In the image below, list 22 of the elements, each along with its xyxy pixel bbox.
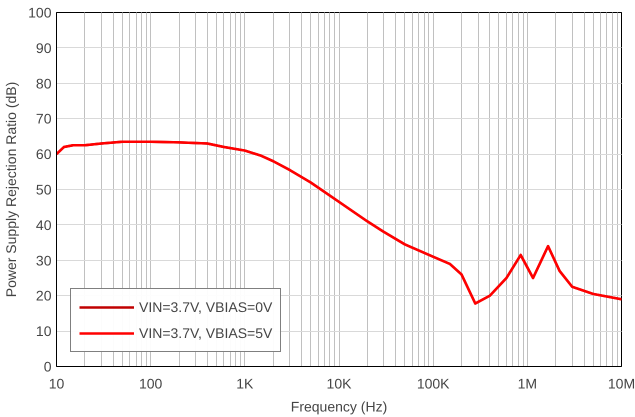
y-tick-label: 70 (36, 110, 52, 127)
y-tick-label: 30 (36, 252, 52, 268)
y-tick-label: 50 (36, 182, 52, 198)
y-tick-label: 20 (36, 288, 52, 304)
legend-label: VIN=3.7V, VBIAS=0V (139, 299, 272, 315)
y-tick-label: 80 (36, 75, 52, 92)
x-tick-label: 1M (518, 376, 538, 392)
x-tick-label: 10M (608, 376, 635, 392)
legend-label: VIN=3.7V, VBIAS=5V (139, 325, 272, 341)
y-tick-label: 90 (36, 40, 52, 56)
y-tick-label: 100 (28, 4, 52, 20)
x-axis-title: Frequency (Hz) (290, 398, 388, 414)
y-tick-label: 60 (36, 146, 52, 162)
x-tick-label: 10 (48, 376, 64, 392)
y-axis-title: Power Supply Rejection Ratio (dB) (3, 82, 20, 298)
y-tick-label: 0 (44, 358, 52, 374)
x-tick-label: 10K (326, 376, 352, 392)
x-tick-label: 100K (416, 376, 450, 392)
x-tick-label: 100 (138, 376, 163, 392)
x-tick-label: 1K (236, 376, 254, 392)
y-tick-label: 40 (36, 216, 52, 233)
y-tick-label: 10 (36, 323, 52, 340)
